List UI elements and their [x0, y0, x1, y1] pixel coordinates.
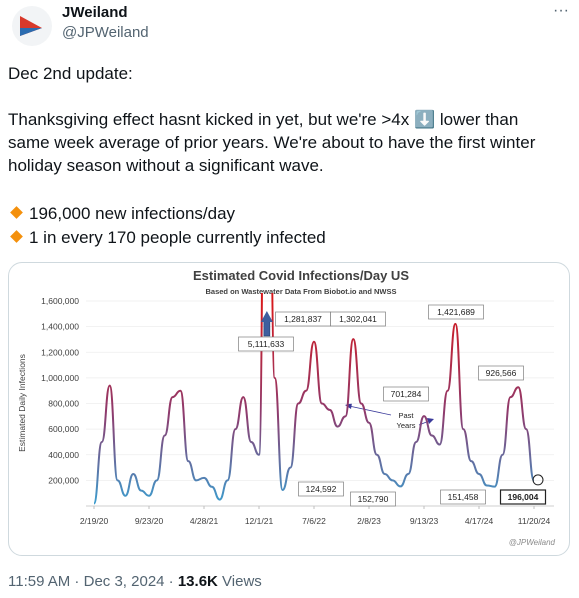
annotation: Past Years — [396, 411, 416, 430]
x-tick-label: 12/1/21 — [245, 516, 274, 526]
tweet-text: Thanksgiving effect hasnt kicked in yet,… — [8, 110, 536, 175]
views-label: Views — [222, 573, 262, 590]
view-count: 13.6K — [177, 573, 218, 590]
tweet-meta: 11:59 AM · Dec 3, 2024 · 13.6K Views — [8, 573, 262, 590]
watermark: @JPWeiland — [509, 538, 556, 547]
label-box — [330, 311, 386, 327]
y-tick-label: 1,000,000 — [41, 373, 79, 383]
data-line — [93, 293, 535, 505]
bullet-text: 196,000 new infections/day — [29, 204, 236, 223]
data-label: 5,111,633 — [248, 339, 285, 349]
y-tick-label: 1,600,000 — [41, 296, 79, 306]
data-label: 926,566 — [486, 368, 517, 378]
data-label: 124,592 — [306, 484, 337, 494]
x-tick-label: 9/23/20 — [135, 516, 164, 526]
annotation-box: Past Years — [396, 411, 416, 430]
time[interactable]: 11:59 AM — [8, 573, 71, 590]
label-box — [499, 489, 547, 505]
label-box — [478, 365, 524, 381]
y-tick-label: 600,000 — [48, 424, 79, 434]
bullet-text: 1 in every 170 people currently infected — [29, 228, 326, 247]
y-tick-label: 1,400,000 — [41, 322, 79, 332]
data-label: 1,421,689 — [437, 307, 475, 317]
data-label: 701,284 — [391, 389, 422, 399]
label-box — [383, 386, 429, 402]
label-box — [350, 491, 396, 507]
media[interactable]: Estimated Covid Infections/Day US Based … — [8, 262, 570, 556]
off-chart-arrowhead — [260, 311, 273, 322]
date[interactable]: Dec 3, 2024 — [83, 573, 165, 590]
x-tick-label: 9/13/23 — [410, 516, 439, 526]
chart: Estimated Covid Infections/Day US Based … — [17, 268, 556, 547]
annotation-arrow — [348, 405, 392, 416]
data-label: 196,004 — [508, 492, 539, 502]
tweet-text: Dec 2nd update: — [8, 64, 133, 83]
x-tick-label: 4/28/21 — [190, 516, 219, 526]
x-tick-label: 7/6/22 — [302, 516, 326, 526]
y-tick-label: 800,000 — [48, 399, 79, 409]
data-label: 1,302,041 — [339, 314, 377, 324]
x-tick-label: 4/17/24 — [465, 516, 494, 526]
y-tick-label: 1,200,000 — [41, 347, 79, 357]
x-tick-label: 11/20/24 — [518, 516, 551, 526]
avatar-art — [20, 16, 42, 36]
chart-subtitle: Based on Wastewater Data From Biobot.io … — [206, 287, 397, 296]
end-marker — [532, 474, 544, 486]
author-handle[interactable]: @JPWeiland — [62, 24, 149, 41]
y-tick-label: 400,000 — [48, 450, 79, 460]
bullet: 1 in every 170 people currently infected — [8, 226, 326, 249]
label-box — [238, 336, 294, 352]
y-tick-label: 200,000 — [48, 475, 79, 485]
data-label: 1,281,837 — [284, 314, 322, 324]
y-axis-label: Estimated Daily Infections — [17, 354, 27, 452]
bullet: 196,000 new infections/day — [8, 202, 235, 225]
x-tick-label: 2/19/20 — [80, 516, 109, 526]
annotation-arrowhead — [427, 418, 434, 424]
author-name[interactable]: JWeiland — [62, 4, 128, 21]
data-label: 152,790 — [358, 494, 389, 504]
avatar[interactable] — [12, 6, 52, 46]
data-label: 151,458 — [448, 492, 479, 502]
chart-title: Estimated Covid Infections/Day US — [193, 268, 409, 283]
more-menu[interactable]: ··· — [553, 2, 569, 19]
off-chart-arrow — [263, 320, 271, 337]
label-box — [428, 304, 484, 320]
x-tick-label: 2/8/23 — [357, 516, 381, 526]
label-box — [440, 489, 486, 505]
label-box — [298, 481, 344, 497]
